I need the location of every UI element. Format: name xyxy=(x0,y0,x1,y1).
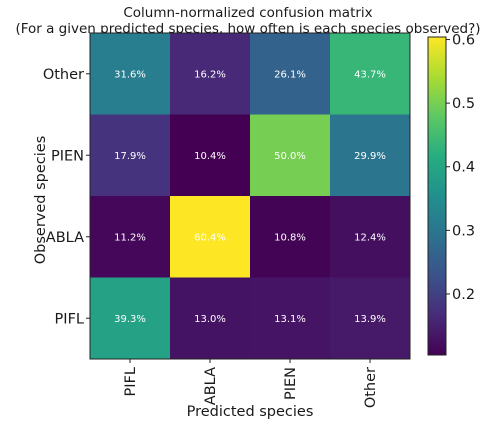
heatmap-cell xyxy=(250,196,331,278)
x-axis-title: Predicted species xyxy=(187,404,314,420)
heatmap-cell xyxy=(90,277,171,360)
cell-value-label: 10.8% xyxy=(274,232,306,243)
heatmap-cell xyxy=(250,33,331,115)
heatmap-cells: 31.6% 16.2% 26.1% 43.7% 17.9% 10.4% 50.0% 29.9%… xyxy=(90,33,411,360)
cell-value-label: 13.9% xyxy=(354,314,386,325)
cell-value-label: 26.1% xyxy=(274,69,306,80)
heatmap-cell xyxy=(90,196,171,278)
heatmap-cell xyxy=(90,114,171,197)
heatmap-cell xyxy=(170,277,251,360)
y-tick-label: PIFL xyxy=(55,311,84,327)
cell-value-label: 29.9% xyxy=(354,151,386,162)
heatmap-cell xyxy=(170,196,251,278)
heatmap-cell xyxy=(250,114,331,197)
x-tick-label: Other xyxy=(363,367,379,408)
colorbar-tick-label: 0.4 xyxy=(452,160,475,176)
cell-value-label: 12.4% xyxy=(354,232,386,243)
colorbar-tick-label: 0.2 xyxy=(452,287,475,303)
heatmap-cell xyxy=(170,33,251,115)
heatmap-cell xyxy=(170,114,251,197)
heatmap-cell xyxy=(90,33,171,115)
heatmap-cell xyxy=(330,33,411,115)
cell-value-label: 16.2% xyxy=(194,69,226,80)
colorbar-tick-label: 0.6 xyxy=(452,33,475,49)
x-axis-ticks: PIFL ABLA PIEN Other xyxy=(123,359,379,408)
x-tick-label: ABLA xyxy=(203,367,219,405)
colorbar-tick-label: 0.3 xyxy=(452,223,475,239)
cell-value-label: 43.7% xyxy=(354,69,386,80)
y-tick-label: ABLA xyxy=(46,230,84,246)
cell-value-label: 39.3% xyxy=(114,314,146,325)
heatmap-cell xyxy=(330,114,411,197)
colorbar-tick-label: 0.5 xyxy=(452,96,475,112)
y-axis-ticks: Other PIEN ABLA PIFL xyxy=(43,67,90,327)
y-tick-label: PIEN xyxy=(51,148,84,164)
colorbar xyxy=(427,36,447,356)
x-tick-label: PIFL xyxy=(123,367,139,396)
y-tick-label: Other xyxy=(43,67,84,83)
cell-value-label: 50.0% xyxy=(274,151,306,162)
cell-value-label: 60.4% xyxy=(194,232,226,243)
cell-value-label: 31.6% xyxy=(114,69,146,80)
cell-value-label: 13.1% xyxy=(274,314,306,325)
cell-value-label: 13.0% xyxy=(194,314,226,325)
heatmap-cell xyxy=(250,277,331,360)
cell-value-label: 10.4% xyxy=(194,151,226,162)
chart-title: Column-normalized confusion matrix xyxy=(123,5,372,21)
cell-value-label: 17.9% xyxy=(114,151,146,162)
x-tick-label: PIEN xyxy=(283,367,299,400)
colorbar-ticks: 0.2 0.3 0.4 0.5 0.6 xyxy=(446,33,475,303)
plot-frame xyxy=(89,32,411,360)
heatmap-cell xyxy=(330,277,411,360)
heatmap-cell xyxy=(330,196,411,278)
y-axis-title: Observed species xyxy=(33,136,49,265)
cell-value-label: 11.2% xyxy=(114,232,146,243)
